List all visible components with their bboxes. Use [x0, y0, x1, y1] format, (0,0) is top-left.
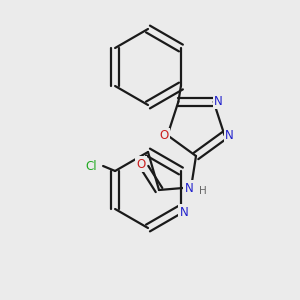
Text: H: H [199, 186, 207, 196]
Text: N: N [225, 129, 234, 142]
Text: N: N [179, 206, 188, 218]
Text: O: O [136, 158, 146, 170]
Text: O: O [160, 129, 169, 142]
Text: Cl: Cl [85, 160, 97, 172]
Text: N: N [184, 182, 194, 194]
Text: N: N [214, 95, 223, 108]
